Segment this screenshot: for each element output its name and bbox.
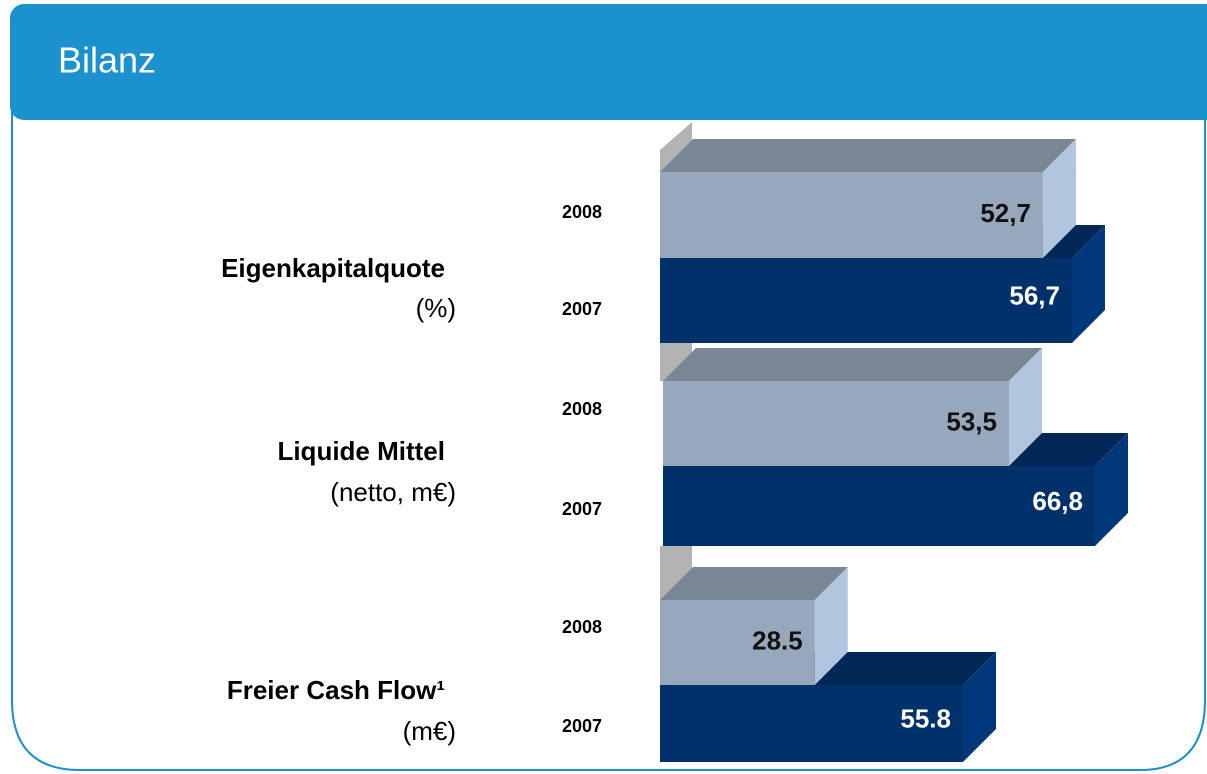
bar-side <box>1008 348 1042 466</box>
page-title: Bilanz <box>58 40 156 81</box>
header-bar <box>10 4 1207 120</box>
bar-side <box>1072 225 1105 343</box>
bar-front <box>660 685 963 762</box>
card-outline <box>11 110 1206 771</box>
bar-front <box>663 381 1009 466</box>
bar-front <box>660 172 1043 258</box>
bar <box>660 567 848 685</box>
group-subtitle: (netto, m€) <box>330 477 456 507</box>
value-label: 52,7 <box>980 198 1031 228</box>
value-label: 28.5 <box>752 625 803 655</box>
bar-top <box>663 348 1042 381</box>
bar <box>663 433 1128 546</box>
bar-front <box>660 600 815 685</box>
bar-front <box>663 466 1095 546</box>
category-label: 2008 <box>562 399 602 419</box>
value-label: 53,5 <box>946 406 997 436</box>
group-title: Liquide Mittel <box>277 436 445 466</box>
group-title: Freier Cash Flow¹ <box>227 675 445 705</box>
group-title: Eigenkapitalquote <box>221 253 445 283</box>
bar-top <box>660 139 1076 172</box>
category-label: 2007 <box>562 716 602 736</box>
group-subtitle: (m€) <box>403 716 456 746</box>
bar-side <box>1095 433 1128 546</box>
category-label: 2008 <box>562 202 602 222</box>
bar-front <box>660 258 1072 343</box>
category-label: 2008 <box>562 617 602 637</box>
value-label: 66,8 <box>1032 486 1083 516</box>
value-label: 55.8 <box>900 703 951 733</box>
bar-top <box>660 567 848 600</box>
bar <box>663 348 1042 466</box>
bar-side <box>1042 139 1076 258</box>
bar <box>660 139 1076 258</box>
group-subtitle: (%) <box>416 293 456 323</box>
category-label: 2007 <box>562 299 602 319</box>
bar-side <box>814 567 848 685</box>
value-label: 56,7 <box>1009 280 1060 310</box>
bar-side <box>963 652 996 762</box>
category-label: 2007 <box>562 499 602 519</box>
